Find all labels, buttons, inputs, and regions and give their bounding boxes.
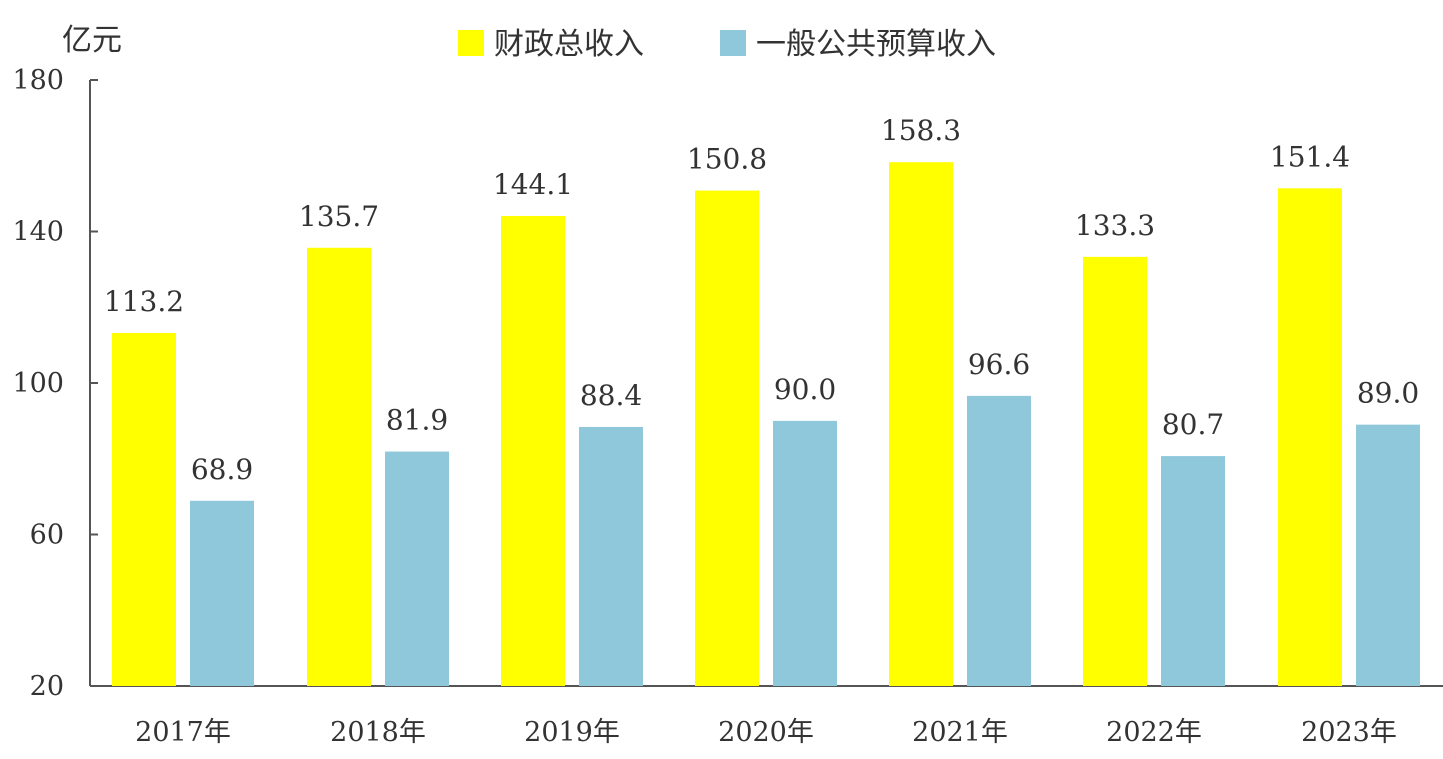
bar-general-budget-revenue — [1356, 424, 1420, 686]
data-label-total-revenue: 133.3 — [1075, 209, 1155, 242]
bar-general-budget-revenue — [190, 500, 254, 686]
x-category-label: 2018年 — [330, 717, 426, 748]
bar-general-budget-revenue — [773, 420, 837, 686]
bar-general-budget-revenue — [967, 395, 1031, 686]
data-label-general-budget-revenue: 80.7 — [1162, 408, 1224, 441]
bar-total-revenue — [501, 215, 565, 686]
data-label-total-revenue: 150.8 — [687, 143, 767, 176]
legend-label-general-budget-revenue: 一般公共预算收入 — [756, 27, 996, 62]
bar-total-revenue — [1083, 256, 1147, 686]
y-tick-label: 60 — [30, 520, 64, 551]
bars — [112, 162, 1420, 687]
data-label-general-budget-revenue: 88.4 — [580, 379, 642, 412]
y-tick-label: 20 — [30, 671, 64, 702]
data-label-general-budget-revenue: 81.9 — [386, 404, 448, 437]
bar-total-revenue — [695, 190, 759, 686]
bar-total-revenue — [307, 247, 371, 686]
x-category-label: 2023年 — [1301, 717, 1397, 748]
data-label-total-revenue: 135.7 — [299, 200, 379, 233]
bar-general-budget-revenue — [579, 426, 643, 686]
x-category-label: 2021年 — [912, 717, 1008, 748]
data-label-general-budget-revenue: 68.9 — [191, 453, 253, 486]
bar-general-budget-revenue — [385, 451, 449, 686]
axes: 20 60 100 140 180 2017年 2018年 2019年 2020年 2021年 20… — [12, 65, 1443, 748]
legend-swatch-total-revenue — [458, 30, 484, 56]
data-label-total-revenue: 151.4 — [1270, 140, 1350, 173]
data-label-general-budget-revenue: 89.0 — [1357, 377, 1419, 410]
legend-label-total-revenue: 财政总收入 — [494, 27, 644, 62]
legend: 财政总收入 一般公共预算收入 — [458, 27, 996, 62]
bar-total-revenue — [889, 162, 953, 687]
y-tick-label: 180 — [12, 65, 64, 96]
legend-swatch-general-budget-revenue — [720, 30, 746, 56]
bar-total-revenue — [112, 333, 176, 686]
data-label-general-budget-revenue: 96.6 — [968, 348, 1030, 381]
x-category-label: 2022年 — [1106, 717, 1202, 748]
data-label-total-revenue: 144.1 — [493, 168, 573, 201]
y-axis-unit-label: 亿元 — [62, 23, 122, 58]
data-label-total-revenue: 158.3 — [881, 114, 961, 147]
y-tick-label: 140 — [12, 217, 64, 248]
x-category-label: 2017年 — [135, 717, 231, 748]
bar-total-revenue — [1278, 188, 1342, 686]
x-category-label: 2020年 — [718, 717, 814, 748]
data-labels: 113.2 68.9 135.7 81.9 144.1 88.4 150.8 90.0 158.… — [104, 114, 1419, 486]
bar-general-budget-revenue — [1161, 456, 1225, 686]
y-tick-label: 100 — [12, 368, 64, 399]
data-label-general-budget-revenue: 90.0 — [774, 373, 836, 406]
x-category-label: 2019年 — [524, 717, 620, 748]
data-label-total-revenue: 113.2 — [104, 285, 184, 318]
